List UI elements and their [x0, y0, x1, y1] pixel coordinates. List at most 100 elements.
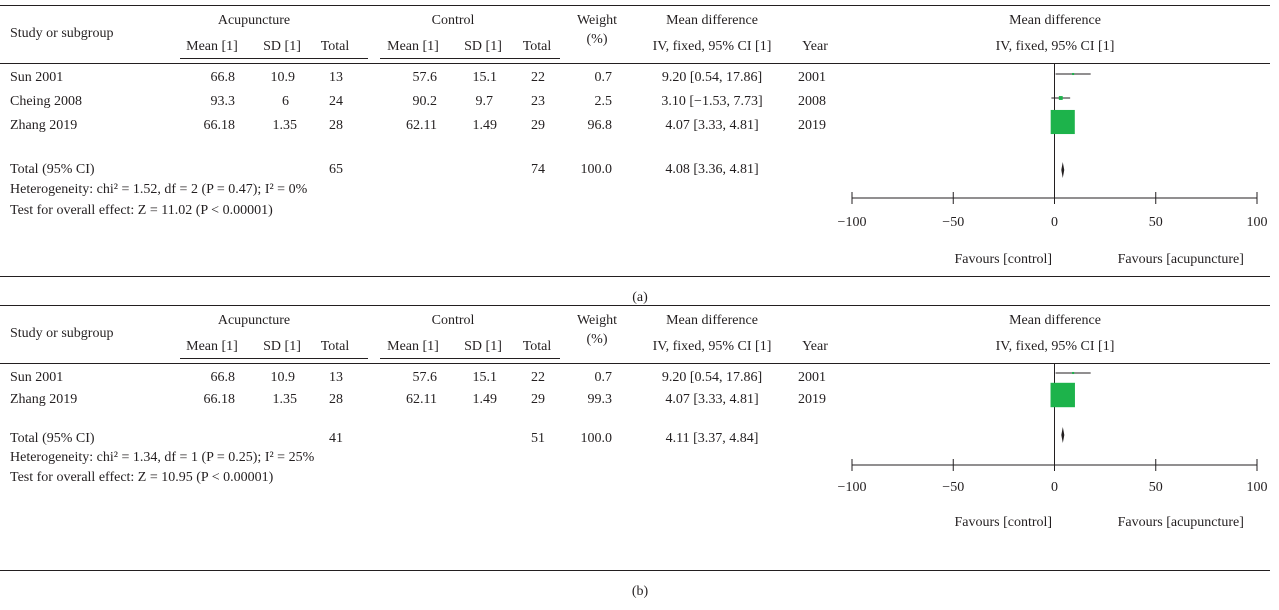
- weight: 99.3: [587, 392, 613, 407]
- header-year: Year: [802, 339, 828, 354]
- top-rule: [0, 305, 1270, 306]
- ctl-total: 22: [531, 70, 545, 85]
- header-weight: Weight: [576, 313, 618, 328]
- study-square: [1058, 96, 1063, 100]
- mean-difference: 4.08 [3.36, 4.81]: [665, 162, 759, 177]
- bottom-rule: [0, 276, 1270, 277]
- header-ctl-total: Total: [522, 339, 552, 354]
- favours-control-label: Favours [control]: [954, 252, 1052, 267]
- year: 2019: [798, 392, 826, 407]
- header-ctl-mean: Mean [1]: [387, 339, 439, 354]
- ctl-mean: 57.6: [412, 370, 438, 385]
- heterogeneity-text: Heterogeneity: chi² = 1.52, df = 2 (P = …: [10, 182, 308, 197]
- year: 2001: [798, 70, 826, 85]
- header-exp-group: Acupuncture: [217, 13, 291, 28]
- overall-effect-text: Test for overall effect: Z = 10.95 (P < …: [10, 470, 274, 485]
- x-tick-label: −50: [942, 480, 964, 495]
- ctl-group-underline: [380, 358, 560, 359]
- exp-total: 24: [329, 94, 343, 109]
- header-md-method: IV, fixed, 95% CI [1]: [652, 39, 772, 54]
- study-square: [1050, 109, 1075, 135]
- ctl-total: 23: [531, 94, 545, 109]
- header-rule: [0, 363, 1270, 364]
- study-name: Sun 2001: [10, 370, 64, 385]
- exp-total: 65: [329, 162, 343, 177]
- study-name: Cheing 2008: [10, 94, 82, 109]
- header-exp-sd: SD [1]: [263, 339, 301, 354]
- exp-sd: 10.9: [270, 370, 296, 385]
- header-weight-unit: (%): [586, 32, 608, 47]
- overall-effect-text: Test for overall effect: Z = 11.02 (P < …: [10, 203, 273, 218]
- study-square: [1050, 382, 1075, 408]
- exp-group-underline: [180, 58, 368, 59]
- year: 2019: [798, 118, 826, 133]
- heterogeneity-text: Heterogeneity: chi² = 1.34, df = 1 (P = …: [10, 450, 315, 465]
- study-name: Zhang 2019: [10, 118, 78, 133]
- forest-plot-a: −100 −50 0 50 100 Favours [control] Favours [a…: [838, 64, 1268, 267]
- exp-sd: 10.9: [270, 70, 296, 85]
- year: 2008: [798, 94, 826, 109]
- weight: 2.5: [594, 94, 613, 109]
- ctl-total: 29: [531, 392, 545, 407]
- top-rule: [0, 5, 1270, 6]
- exp-mean: 66.8: [210, 70, 236, 85]
- exp-total: 41: [329, 431, 343, 446]
- mean-difference: 9.20 [0.54, 17.86]: [661, 70, 763, 85]
- header-weight-unit: (%): [586, 332, 608, 347]
- mean-difference: 4.07 [3.33, 4.81]: [665, 118, 759, 133]
- exp-sd: 1.35: [272, 118, 298, 133]
- forest-plot-b: −100 −50 0 50 100 Favours [control] Favours [a…: [838, 363, 1268, 530]
- header-rule: [0, 63, 1270, 64]
- panel-caption: (a): [632, 290, 648, 305]
- header-ctl-group: Control: [431, 313, 475, 328]
- header-study: Study or subgroup: [10, 26, 114, 41]
- ctl-sd: 15.1: [472, 370, 498, 385]
- exp-total: 28: [329, 118, 343, 133]
- header-ctl-sd: SD [1]: [464, 339, 502, 354]
- header-exp-mean: Mean [1]: [186, 339, 238, 354]
- header-plot-title: Mean difference: [1009, 13, 1101, 28]
- x-tick-label: 0: [1051, 480, 1058, 495]
- weight: 100.0: [580, 431, 613, 446]
- ctl-total: 22: [531, 370, 545, 385]
- header-plot-method: IV, fixed, 95% CI [1]: [995, 339, 1115, 354]
- favours-control-label: Favours [control]: [954, 515, 1052, 530]
- exp-group-underline: [180, 358, 368, 359]
- mean-difference: 3.10 [−1.53, 7.73]: [661, 94, 763, 109]
- exp-total: 13: [329, 370, 343, 385]
- header-exp-group: Acupuncture: [217, 313, 291, 328]
- weight: 100.0: [580, 162, 613, 177]
- ctl-total: 29: [531, 118, 545, 133]
- mean-difference: 4.07 [3.33, 4.81]: [665, 392, 759, 407]
- exp-mean: 93.3: [210, 94, 236, 109]
- ctl-sd: 9.7: [475, 94, 494, 109]
- ctl-total: 51: [531, 431, 545, 446]
- year: 2001: [798, 370, 826, 385]
- header-md-method: IV, fixed, 95% CI [1]: [652, 339, 772, 354]
- x-tick-label: −100: [838, 215, 867, 230]
- ctl-sd: 1.49: [472, 392, 498, 407]
- ctl-group-underline: [380, 58, 560, 59]
- total-label: Total (95% CI): [10, 431, 95, 446]
- header-study: Study or subgroup: [10, 326, 114, 341]
- exp-mean: 66.8: [210, 370, 236, 385]
- ctl-total: 74: [531, 162, 545, 177]
- header-exp-mean: Mean [1]: [186, 39, 238, 54]
- header-ctl-total: Total: [522, 39, 552, 54]
- exp-mean: 66.18: [203, 118, 236, 133]
- exp-total: 13: [329, 70, 343, 85]
- ctl-mean: 62.11: [406, 392, 437, 407]
- x-tick-label: −100: [838, 480, 867, 495]
- weight: 0.7: [594, 70, 613, 85]
- bottom-rule: [0, 570, 1270, 571]
- weight: 0.7: [594, 370, 613, 385]
- header-md: Mean difference: [666, 13, 758, 28]
- ctl-mean: 62.11: [406, 118, 437, 133]
- ctl-sd: 1.49: [472, 118, 498, 133]
- exp-total: 28: [329, 392, 343, 407]
- pooled-diamond: [1061, 427, 1065, 443]
- ctl-mean: 57.6: [412, 70, 438, 85]
- x-tick-label: −50: [942, 215, 964, 230]
- x-tick-label: 100: [1247, 480, 1268, 495]
- x-tick-label: 50: [1149, 215, 1163, 230]
